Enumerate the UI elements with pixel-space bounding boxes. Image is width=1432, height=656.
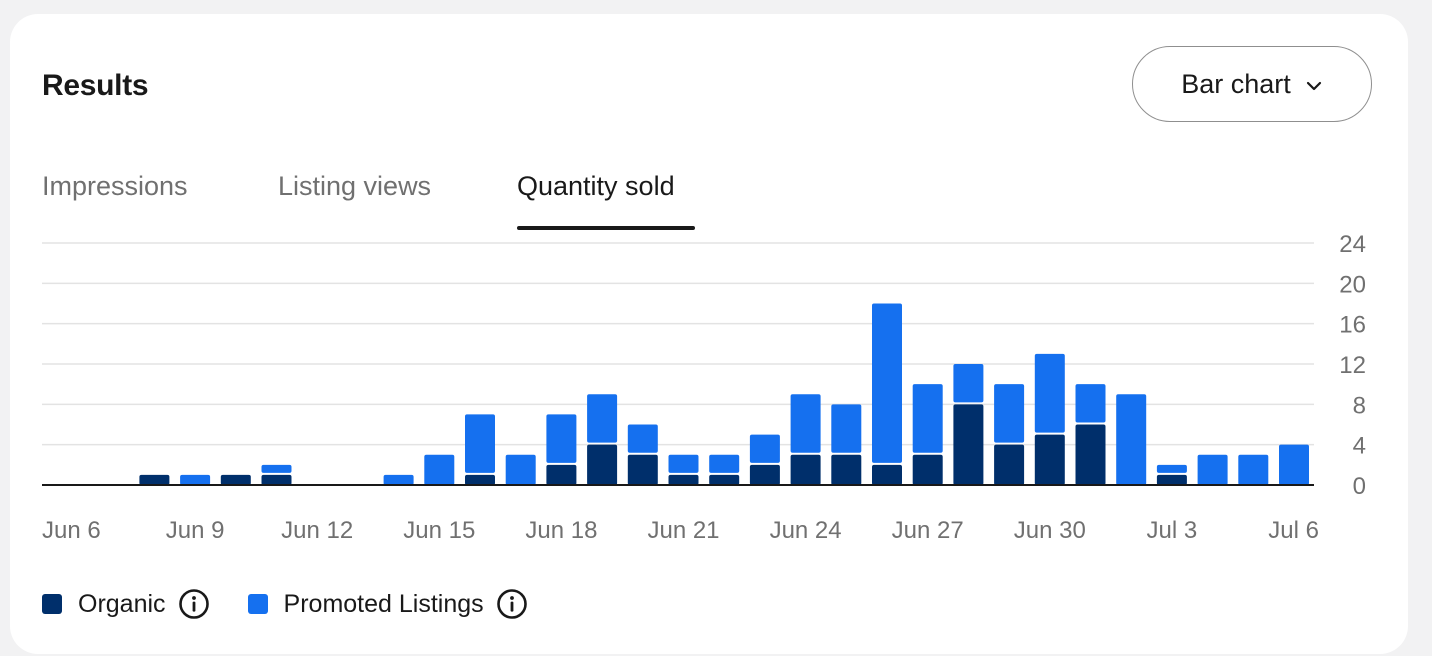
bar-promoted-listings[interactable]	[749, 434, 780, 463]
info-icon[interactable]	[178, 588, 210, 620]
x-tick-label: Jun 30	[1014, 517, 1086, 544]
y-tick-label: 16	[1339, 312, 1366, 339]
bar-promoted-listings[interactable]	[1197, 454, 1228, 485]
x-tick-label: Jun 21	[647, 517, 719, 544]
chart-type-dropdown[interactable]: Bar chart	[1132, 46, 1372, 122]
results-card: Results Bar chart Impressions Listing vi…	[10, 14, 1408, 654]
bar-organic[interactable]	[587, 444, 618, 485]
bar-promoted-listings[interactable]	[424, 454, 455, 485]
bar-promoted-listings[interactable]	[1075, 384, 1106, 423]
legend-item-promoted-listings: Promoted Listings	[247, 588, 528, 620]
bar-promoted-listings[interactable]	[831, 404, 862, 453]
y-tick-label: 12	[1339, 352, 1366, 379]
bar-organic[interactable]	[220, 474, 251, 485]
bar-promoted-listings[interactable]	[709, 454, 740, 473]
chart-legend: Organic Promoted Listings	[42, 586, 566, 622]
legend-label-organic: Organic	[78, 589, 166, 618]
legend-swatch-promoted-listings	[247, 594, 268, 614]
bar-promoted-listings[interactable]	[587, 394, 618, 443]
bar-promoted-listings[interactable]	[261, 464, 292, 473]
bar-promoted-listings[interactable]	[627, 424, 658, 453]
bar-organic[interactable]	[261, 474, 292, 485]
bar-organic[interactable]	[790, 454, 821, 485]
bar-organic[interactable]	[1156, 474, 1187, 485]
quantity-sold-chart: 0 4 8 12 16 20 24 Jun 6 Jun 9 Jun 12 Jun 15 Jun 18 J…	[42, 231, 1366, 544]
bar-organic[interactable]	[994, 444, 1025, 485]
y-tick-label: 4	[1353, 433, 1366, 460]
bar-promoted-listings[interactable]	[1156, 464, 1187, 473]
bar-organic[interactable]	[749, 464, 780, 485]
bar-organic[interactable]	[1075, 424, 1106, 486]
x-tick-label: Jun 15	[403, 517, 475, 544]
info-icon[interactable]	[496, 588, 528, 620]
bar-promoted-listings[interactable]	[1034, 353, 1065, 433]
bar-promoted-listings[interactable]	[505, 454, 536, 485]
legend-label-promoted-listings: Promoted Listings	[283, 589, 484, 618]
x-tick-label: Jul 3	[1147, 517, 1198, 544]
bar-promoted-listings[interactable]	[994, 384, 1025, 443]
bar-promoted-listings[interactable]	[180, 474, 211, 485]
legend-item-organic: Organic	[42, 588, 210, 620]
bar-promoted-listings[interactable]	[465, 414, 495, 473]
bar-organic[interactable]	[546, 464, 577, 485]
tab-impressions[interactable]: Impressions	[42, 171, 188, 201]
bar-organic[interactable]	[831, 454, 862, 485]
x-tick-label: Jun 9	[166, 517, 225, 544]
bar-organic[interactable]	[668, 474, 699, 485]
bar-promoted-listings[interactable]	[912, 384, 943, 453]
legend-swatch-organic	[42, 594, 62, 614]
bar-organic[interactable]	[709, 474, 740, 485]
bar-organic[interactable]	[465, 474, 495, 485]
tab-listing-views[interactable]: Listing views	[278, 171, 432, 201]
tab-quantity-sold[interactable]: Quantity sold	[517, 171, 675, 201]
x-tick-label: Jun 27	[892, 517, 964, 544]
bar-promoted-listings[interactable]	[953, 364, 984, 403]
bar-promoted-listings[interactable]	[1238, 454, 1269, 485]
y-tick-label: 8	[1353, 392, 1366, 419]
bar-promoted-listings[interactable]	[383, 474, 414, 485]
bar-promoted-listings[interactable]	[790, 394, 821, 453]
bar-organic[interactable]	[627, 454, 658, 485]
bar-promoted-listings[interactable]	[1279, 444, 1309, 485]
bar-organic[interactable]	[953, 404, 984, 485]
bar-promoted-listings[interactable]	[1116, 394, 1147, 485]
x-tick-label: Jul 6	[1268, 517, 1319, 544]
bar-promoted-listings[interactable]	[546, 414, 577, 463]
bar-promoted-listings[interactable]	[872, 303, 902, 463]
x-tick-label: Jun 24	[770, 517, 842, 544]
bar-organic[interactable]	[1034, 434, 1065, 485]
y-tick-label: 24	[1339, 231, 1366, 258]
x-tick-label: Jun 12	[281, 517, 353, 544]
y-tick-label: 20	[1339, 271, 1366, 298]
y-tick-label: 0	[1353, 473, 1366, 500]
chart-type-label: Bar chart	[1181, 68, 1291, 99]
page-title: Results	[42, 69, 149, 102]
bar-organic[interactable]	[872, 464, 902, 485]
active-tab-underline	[517, 226, 695, 230]
chevron-down-icon	[1306, 81, 1321, 91]
x-tick-label: Jun 18	[525, 517, 597, 544]
bar-promoted-listings[interactable]	[668, 454, 699, 473]
bar-organic[interactable]	[139, 474, 170, 485]
bar-organic[interactable]	[912, 454, 943, 485]
x-tick-label: Jun 6	[42, 517, 101, 544]
